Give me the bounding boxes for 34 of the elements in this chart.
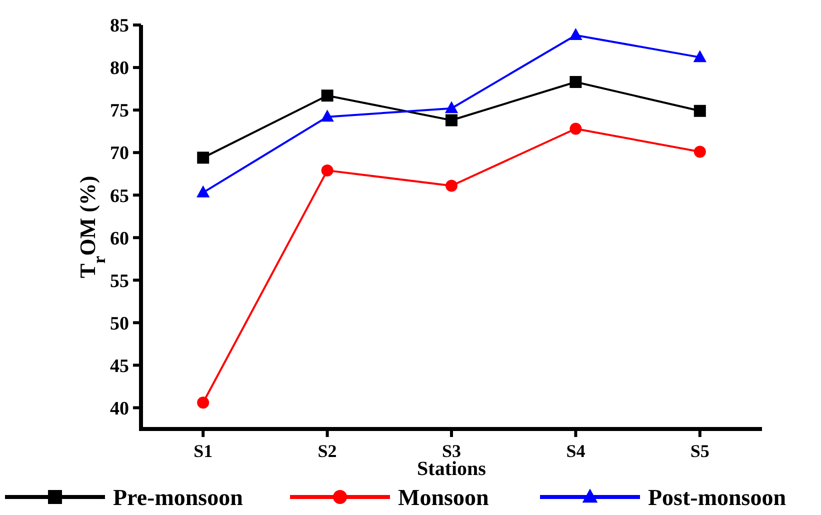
y-tick-label: 55 (110, 270, 129, 292)
y-tick-label: 40 (110, 398, 129, 420)
x-tick-label: S3 (442, 441, 462, 461)
y-tick-label: 85 (110, 16, 129, 37)
y-tick-label: 45 (110, 356, 129, 377)
point (444, 101, 458, 114)
x-tick-label: S2 (318, 441, 337, 461)
point (321, 90, 334, 102)
y-tick-label: 50 (110, 313, 129, 334)
point (197, 396, 210, 409)
point (446, 114, 458, 126)
point (694, 104, 706, 117)
legend-label: Pre-monsoon (113, 485, 244, 510)
y-tick-label: 80 (110, 58, 129, 80)
point (321, 164, 334, 176)
y-tick-label: 70 (110, 143, 129, 164)
legend-label: Post-monsoon (648, 485, 786, 510)
legend-label: Monsoon (398, 485, 489, 510)
point (694, 146, 706, 158)
x-tick-label: S5 (690, 441, 710, 461)
y-tick-label: 75 (110, 100, 129, 122)
point (570, 76, 582, 88)
point (446, 180, 458, 192)
point (570, 122, 582, 135)
point (197, 152, 210, 164)
y-tick-label: 60 (110, 228, 129, 250)
point (320, 110, 334, 122)
point (569, 28, 582, 40)
x-tick-label: S4 (566, 441, 586, 461)
x-axis-title: Stations (417, 458, 486, 480)
x-tick-label: S1 (194, 441, 213, 461)
point (693, 50, 706, 62)
point (196, 185, 210, 198)
y-tick-label: 65 (110, 186, 129, 207)
